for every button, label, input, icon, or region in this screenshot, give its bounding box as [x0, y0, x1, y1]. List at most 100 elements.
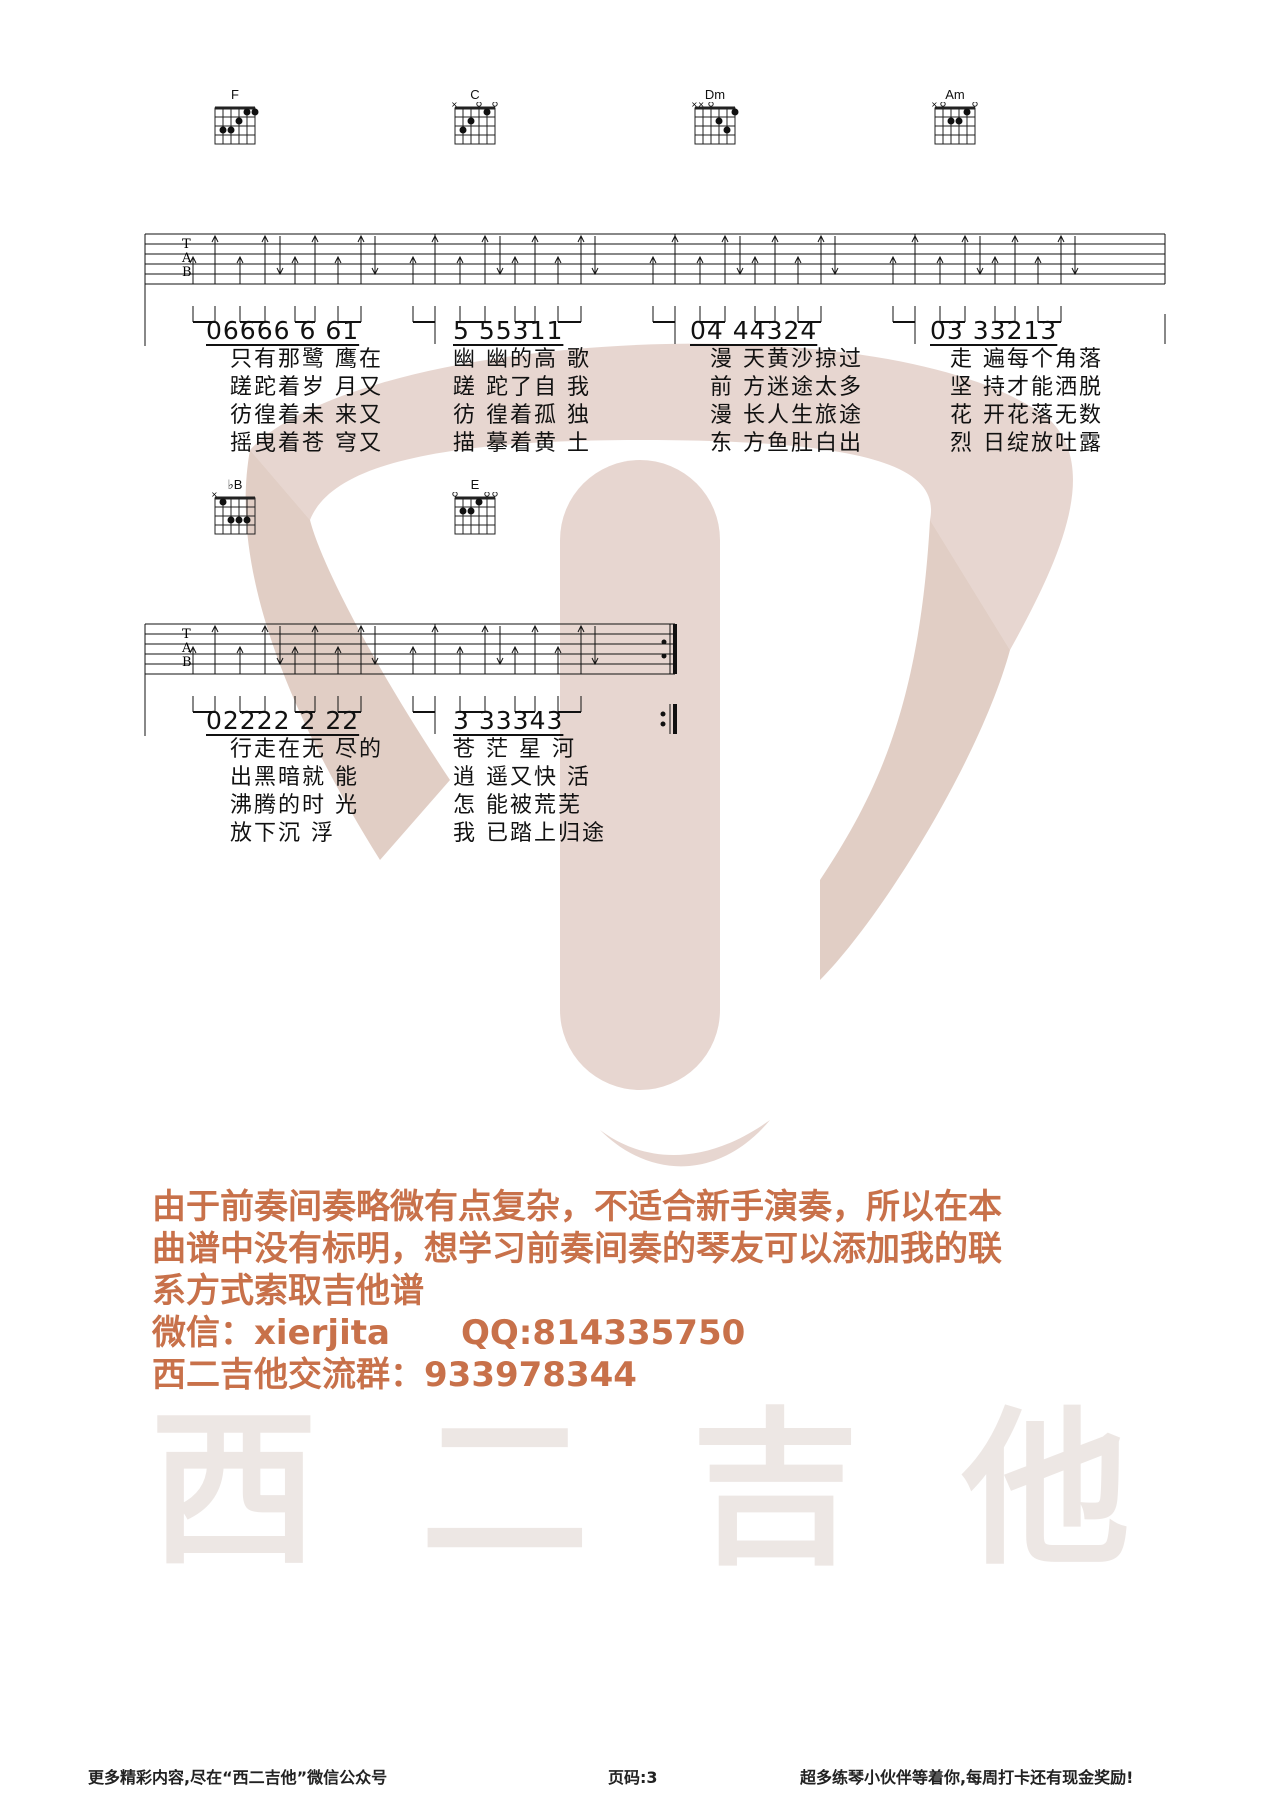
jianpu-notes: 03 33213	[930, 316, 1058, 345]
lyric-phrase: 蹉 跎了自 我	[453, 375, 591, 400]
strum-arrowhead	[236, 645, 244, 654]
jianpu-line: 06666 6 61 5 55311 04 44324 03 33213	[140, 310, 1170, 346]
strum-arrowhead	[991, 255, 999, 264]
strum-arrowhead	[291, 645, 299, 654]
chord-grid	[452, 492, 498, 535]
lyric-row: 摇曳着苍 穹又 描 摹着黄 土 东 方鱼肚白出 烈 日绽放吐露	[140, 430, 1170, 458]
watermark-char: 他	[961, 1392, 1130, 1588]
chord-diagram-f: F	[205, 88, 265, 152]
footer-left: 更多精彩内容,尽在“西二吉他”微信公众号	[88, 1768, 388, 1787]
jianpu-bar: 06666 6 61	[206, 310, 359, 346]
tab-letter: T	[182, 627, 191, 642]
chord-name: E	[470, 477, 480, 492]
chord-diagram-e: E	[445, 478, 505, 542]
strum-arrowhead	[371, 657, 379, 666]
jianpu-barlines	[144, 310, 1166, 346]
lyric-phrase: 怎 能被荒芜	[453, 793, 582, 818]
lyric-phrase: 苍 茫 星 河	[453, 737, 576, 762]
jianpu-bar: 04 44324	[690, 310, 817, 346]
strum-arrowhead	[431, 234, 439, 243]
watermark-char: 西	[150, 1392, 318, 1588]
strum-arrowhead	[936, 255, 944, 264]
tab-letter: T	[182, 237, 191, 252]
lyric-phrase: 东 方鱼肚白出	[710, 431, 863, 456]
chord-name: Am	[945, 87, 965, 102]
watermark-char: 吉	[691, 1392, 860, 1588]
strum-arrowhead	[261, 234, 269, 243]
tab-staff: T A B	[144, 623, 677, 724]
strum-arrowhead	[211, 624, 219, 633]
notice-block: 由于前奏间奏略微有点复杂，不适合新手演奏，所以在本 曲谱中没有标明，想学习前奏间…	[152, 1186, 1132, 1396]
strum-arrowhead	[276, 267, 284, 276]
strum-arrowhead	[794, 255, 802, 264]
jianpu-notes: 02222 2 22	[206, 706, 360, 735]
strum-arrowhead	[371, 267, 379, 276]
chord-name: F	[231, 87, 239, 102]
lyric-row: 出黑暗就 能 逍 遥又快 活	[140, 764, 700, 792]
tab-letter: B	[182, 655, 192, 670]
lyric-row: 蹉跎着岁 月又 蹉 跎了自 我 前 方迷途太多 坚 持才能洒脱	[140, 374, 1170, 402]
strum-arrowhead	[496, 267, 504, 276]
strum-arrowhead	[511, 255, 519, 264]
watermark-text: 西 二 吉 他	[0, 1395, 1280, 1585]
strum-arrowhead	[577, 624, 585, 633]
strum-arrowhead	[189, 255, 197, 264]
strum-arrowhead	[976, 267, 984, 276]
notice-line: 曲谱中没有标明，想学习前奏间奏的琴友可以添加我的联	[152, 1229, 1002, 1269]
strum-arrowhead	[311, 234, 319, 243]
strum-arrowhead	[554, 255, 562, 264]
chord-diagram-c: C ×	[445, 88, 505, 152]
svg-text:×: ×	[931, 102, 938, 109]
strum-arrowhead	[1057, 234, 1065, 243]
strum-arrowhead	[236, 255, 244, 264]
jianpu-bar: 5 55311	[453, 310, 563, 346]
lyric-phrase: 彷 徨着孤 独	[453, 403, 591, 428]
strum-arrowhead	[357, 234, 365, 243]
strum-arrowhead	[911, 234, 919, 243]
strum-arrowhead	[211, 234, 219, 243]
strum-arrowhead	[409, 255, 417, 264]
svg-text:×: ×	[451, 102, 458, 109]
svg-text:×: ×	[211, 492, 218, 499]
strum-pattern	[189, 624, 599, 713]
lyric-row: 彷徨着未 来又 彷 徨着孤 独 漫 长人生旅途 花 开花落无数	[140, 402, 1170, 430]
lyric-row: 放下沉 浮 我 已踏上归途	[140, 820, 700, 848]
strum-arrowhead	[531, 234, 539, 243]
jianpu-bar: 3 33343	[453, 700, 563, 736]
strum-arrowhead	[771, 234, 779, 243]
strum-arrowhead	[261, 624, 269, 633]
lyric-phrase: 走 遍每个角落	[950, 347, 1103, 372]
strum-arrowhead	[751, 255, 759, 264]
jianpu-bar: 02222 2 22	[206, 700, 359, 736]
lyric-phrase: 只有那鹭 鹰在	[230, 347, 383, 372]
lyric-phrase: 摇曳着苍 穹又	[230, 431, 383, 456]
lyric-phrase: 彷徨着未 来又	[230, 403, 383, 428]
tab-letter: A	[181, 641, 192, 656]
strum-arrowhead	[591, 657, 599, 666]
chord-grid	[214, 106, 259, 145]
strum-arrowhead	[817, 234, 825, 243]
strum-arrowhead	[831, 267, 839, 276]
svg-text:××: ××	[691, 102, 704, 109]
lyric-phrase: 沸腾的时 光	[230, 793, 359, 818]
strum-arrowhead	[511, 645, 519, 654]
strum-arrowhead	[357, 624, 365, 633]
lyric-phrase: 幽 幽的高 歌	[453, 347, 591, 372]
tab-letter: B	[182, 265, 192, 280]
strum-arrowhead	[591, 267, 599, 276]
chord-name: C	[470, 87, 480, 102]
chord-grid: ×	[451, 102, 498, 145]
lyric-phrase: 逍 遥又快 活	[453, 765, 591, 790]
lyric-phrase: 行走在无 尽的	[230, 737, 383, 762]
jianpu-notes: 06666 6 61	[206, 316, 360, 345]
lyric-row: 只有那鹭 鹰在 幽 幽的高 歌 漫 天黄沙掠过 走 遍每个角落	[140, 346, 1170, 374]
strum-arrowhead	[554, 645, 562, 654]
watermark-char: 二	[420, 1392, 589, 1588]
score-system-2: ♭B × E	[140, 478, 1170, 848]
lyric-phrase: 我 已踏上归途	[453, 821, 606, 846]
chord-diagram-am: Am ×	[925, 88, 985, 152]
strum-arrowhead	[1071, 267, 1079, 276]
lyric-phrase: 漫 天黄沙掠过	[710, 347, 863, 372]
strum-pattern	[189, 234, 1079, 323]
jianpu-notes: 3 33343	[453, 706, 564, 735]
